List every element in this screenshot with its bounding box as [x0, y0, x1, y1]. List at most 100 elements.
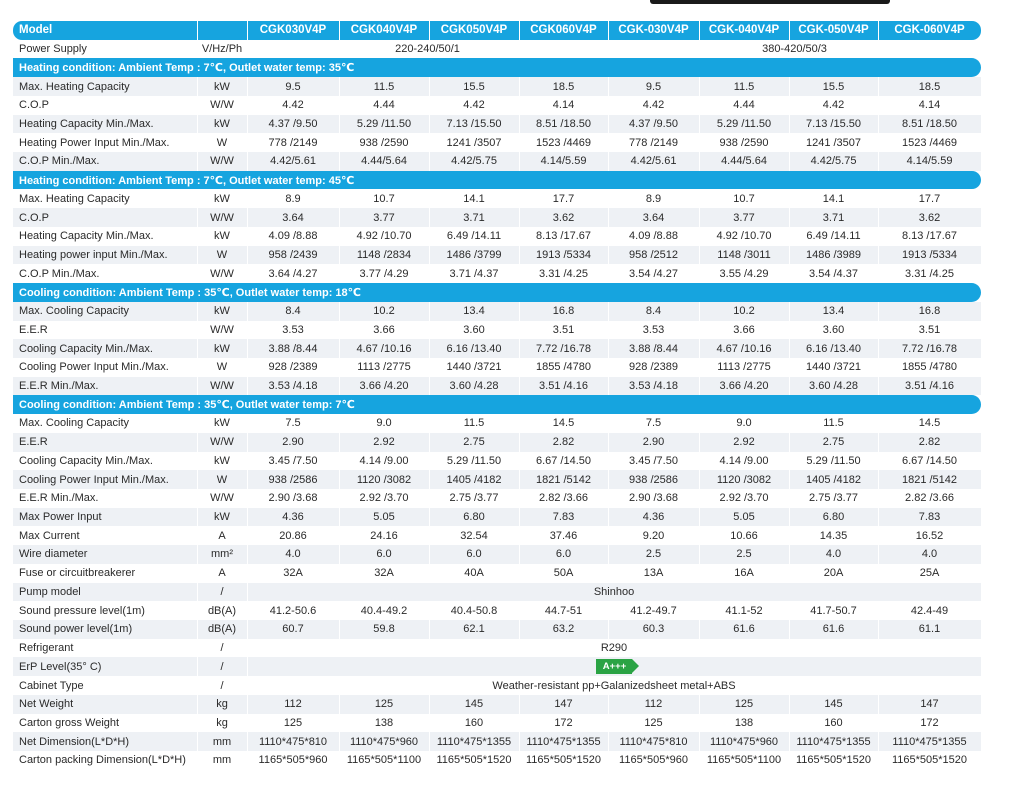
row-unit: kW — [197, 189, 248, 209]
spec-row: C.O.P Min./Max. W/W 3.64 /4.27 3.77 /4.29 3.… — [13, 264, 982, 284]
value-cell: 44.7-51 — [519, 601, 609, 620]
value-cell: 4.44/5.64 — [699, 152, 790, 171]
row-unit: W/W — [197, 264, 248, 284]
spec-row: Heating Capacity Min./Max. kW 4.09 /8.88 4.… — [13, 226, 982, 246]
value-cell: 41.2-50.6 — [247, 601, 340, 620]
value-cell: 145 — [789, 694, 879, 714]
value-cell: 16.8 — [519, 301, 609, 321]
row-unit: dB(A) — [197, 620, 248, 639]
value-cell: 6.67 /14.50 — [519, 451, 609, 471]
spec-row: Fuse or circuitbreakerer A 32A 32A 40A 50A 13A… — [13, 563, 982, 583]
value-cell: 6.49 /14.11 — [429, 226, 520, 246]
value-cell: 2.82 /3.66 — [519, 488, 609, 508]
value-cell: 24.16 — [339, 526, 430, 546]
row-label: Net Weight — [13, 694, 198, 714]
value-cell: 3.66 /4.20 — [339, 376, 430, 396]
spec-row: Cooling Power Input Min./Max. W 938 /2586 1… — [13, 470, 982, 489]
spec-row: Cooling Capacity Min./Max. kW 3.45 /7.50 4.… — [13, 451, 982, 471]
value-cell: 3.53 — [608, 320, 700, 340]
value-cell: 2.92 — [339, 432, 430, 452]
value-cell: 2.90 /3.68 — [608, 488, 700, 508]
value-cell: 6.0 — [339, 545, 430, 564]
value-cell: 4.42/5.61 — [608, 152, 700, 171]
value-cell: 7.72 /16.78 — [519, 339, 609, 358]
value-cell: 4.37 /9.50 — [247, 114, 340, 134]
value-cell: 11.5 — [699, 77, 790, 96]
value-cell: 61.6 — [699, 620, 790, 639]
value-cell: 3.71 — [789, 208, 879, 227]
spec-row: Net Weight kg 112 125 145 147 112 125 145 147 — [13, 694, 982, 714]
value-cell: 2.75 — [429, 432, 520, 452]
value-cell: 41.7-50.7 — [789, 601, 879, 620]
row-unit: W/W — [197, 376, 248, 396]
value-cell: 778 /2149 — [608, 133, 700, 153]
spec-row: Max. Heating Capacity kW 9.5 11.5 15.5 18.5 9.… — [13, 77, 982, 96]
row-label: Heating Capacity Min./Max. — [13, 226, 198, 246]
value-cell: 3.66 — [339, 320, 430, 340]
value-cell: 5.29 /11.50 — [789, 451, 879, 471]
value-cell: 1110*475*960 — [699, 732, 790, 752]
value-cell: 3.45 /7.50 — [608, 451, 700, 471]
power-supply-row: Power Supply V/Hz/Ph 220-240/50/1 380-420/5… — [13, 39, 982, 59]
value-cell: 160 — [789, 713, 879, 733]
value-cell: 3.45 /7.50 — [247, 451, 340, 471]
value-cell: 4.67 /10.16 — [699, 339, 790, 358]
value-cell: 4.42 — [247, 95, 340, 115]
value-cell: 1523 /4469 — [878, 133, 982, 153]
value-cell: 3.64 /4.27 — [247, 264, 340, 284]
value-cell: 4.67 /10.16 — [339, 339, 430, 358]
value-cell: 60.7 — [247, 620, 340, 639]
row-unit: W — [197, 357, 248, 377]
value-cell: 1165*505*1520 — [429, 751, 520, 770]
value-cell: 1165*505*1520 — [789, 751, 879, 770]
value-cell: 1120 /3082 — [339, 470, 430, 489]
value-cell: 3.88 /8.44 — [247, 339, 340, 358]
value-cell: 778 /2149 — [247, 133, 340, 153]
row-unit: W/W — [197, 320, 248, 340]
spec-row: Max. Heating Capacity kW 8.9 10.7 14.1 17.7 8.… — [13, 189, 982, 209]
value-cell: 3.51 — [519, 320, 609, 340]
row-label: C.O.P — [13, 208, 198, 227]
row-unit: W/W — [197, 432, 248, 452]
value-cell: 4.44 — [699, 95, 790, 115]
value-cell: 16.8 — [878, 301, 982, 321]
row-unit: kW — [197, 414, 248, 433]
value-cell: 2.90 — [608, 432, 700, 452]
value-cell: 4.92 /10.70 — [339, 226, 430, 246]
value-cell: 3.53 /4.18 — [608, 376, 700, 396]
value-cell: 3.51 /4.16 — [519, 376, 609, 396]
value-cell: 1110*475*1355 — [789, 732, 879, 752]
value-cell: 18.5 — [878, 77, 982, 96]
model-name: CGK-050V4P — [789, 21, 879, 40]
value-cell: 1110*475*1355 — [878, 732, 982, 752]
value-cell: 1165*505*1520 — [519, 751, 609, 770]
value-cell: 6.0 — [519, 545, 609, 564]
value-cell: 958 /2439 — [247, 245, 340, 265]
value-cell: 2.75 — [789, 432, 879, 452]
value-cell: 7.13 /15.50 — [789, 114, 879, 134]
value-cell: 4.14 — [519, 95, 609, 115]
value-cell: 8.9 — [247, 189, 340, 209]
value-cell: 3.71 /4.37 — [429, 264, 520, 284]
spec-row: C.O.P W/W 4.42 4.44 4.42 4.14 4.42 4.44 4.42 4.14 — [13, 95, 982, 115]
row-label: C.O.P Min./Max. — [13, 152, 198, 171]
value-cell: 11.5 — [339, 77, 430, 96]
sound-pressure-row: Sound pressure level(1m) dB(A) 41.2-50.6 40… — [13, 601, 982, 620]
value-cell: 1241 /3507 — [429, 133, 520, 153]
value-cell: 2.90 /3.68 — [247, 488, 340, 508]
model-header-row: Model CGK030V4P CGK040V4P CGK050V4P CGK0… — [13, 21, 982, 40]
row-label: Max. Cooling Capacity — [13, 414, 198, 433]
value-cell: 63.2 — [519, 620, 609, 639]
spec-row: Max. Cooling Capacity kW 8.4 10.2 13.4 16.8 8.… — [13, 301, 982, 321]
value-cell: 1110*475*960 — [339, 732, 430, 752]
row-unit: mm — [197, 732, 248, 752]
value-cell: 1405 /4182 — [429, 470, 520, 489]
row-label: C.O.P — [13, 95, 198, 115]
row-unit: / — [197, 582, 248, 602]
row-label: Refrigerant — [13, 638, 198, 658]
value-cell: 8.51 /18.50 — [519, 114, 609, 134]
row-label: Max. Cooling Capacity — [13, 301, 198, 321]
refrigerant-row: Refrigerant / R290 — [13, 638, 982, 658]
model-name: CGK040V4P — [339, 21, 430, 40]
value-cell: 1110*475*810 — [608, 732, 700, 752]
